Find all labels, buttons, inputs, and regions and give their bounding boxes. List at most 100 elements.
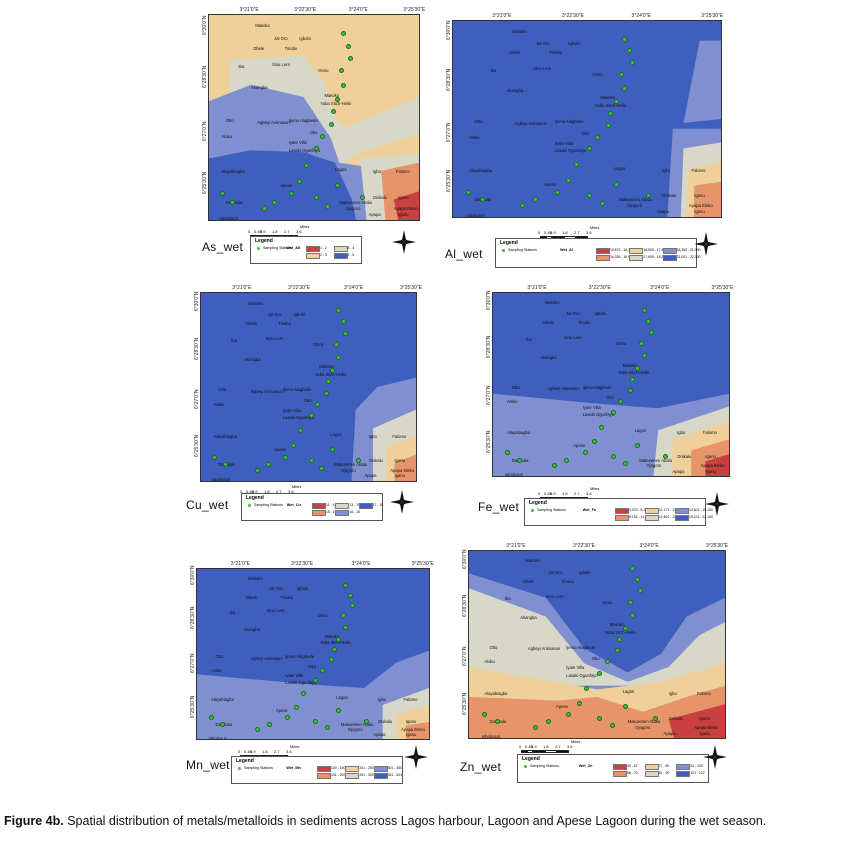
- concentration-zone: [668, 704, 725, 738]
- sampling-station-marker: [622, 704, 628, 710]
- sampling-station-marker: [634, 366, 640, 372]
- scale-tick-label: 0: [538, 230, 541, 235]
- place-name: Jal Oro: [566, 311, 580, 317]
- scale-bar: [250, 225, 298, 238]
- place-name: Lasaki Ogunfayo: [282, 415, 315, 421]
- latitude-tick-label: 6°27'0"N: [462, 646, 468, 666]
- legend-class-label: 301 - 350: [387, 766, 402, 770]
- sampling-station-marker: [621, 85, 627, 91]
- legend-title: Legend: [246, 495, 264, 501]
- sampling-station-marker: [587, 146, 592, 152]
- place-name: Ojogoro: [347, 727, 363, 733]
- scale-tick-label: 0.9: [531, 744, 537, 749]
- north-arrow-icon: [694, 232, 718, 256]
- sampling-station-marker: [335, 183, 340, 189]
- legend-class-label: 16,339 - 16,903: [610, 255, 634, 259]
- sampling-station-marker: [622, 625, 628, 631]
- place-name: Igbologun: [219, 215, 238, 221]
- legend-variable-name: Wet_Mn: [286, 766, 301, 770]
- legend-swatch: [676, 771, 691, 777]
- sampling-station-marker: [653, 715, 659, 721]
- sampling-station-marker: [331, 647, 337, 653]
- place-name: Tinubu: [577, 320, 591, 326]
- sampling-station-marker: [323, 390, 329, 396]
- place-name: Oko: [308, 664, 317, 670]
- longitude-tick-label: 3°22'30"E: [588, 285, 611, 291]
- place-name: Oniru: [592, 71, 603, 77]
- place-name: Lasaki Ogunfayo: [288, 148, 321, 154]
- concentration-zone: [197, 650, 429, 739]
- sampling-station-marker: [466, 189, 472, 195]
- place-name: Lagos: [330, 432, 342, 438]
- place-name: Apapa: [672, 468, 685, 474]
- place-name: Igbologun: [504, 472, 524, 477]
- legend-class-label: 17 - 18: [372, 503, 384, 507]
- map-frame-fe: Makoko Jal Oro Igbobi Obele Tinubu Iba Sinu Le…: [492, 292, 730, 477]
- place-name: Tinubu: [284, 45, 298, 51]
- place-name: Iganu: [398, 211, 409, 217]
- figure-caption: Figure 4b. Spatial distribution of metal…: [4, 814, 844, 828]
- place-name: Makoko: [600, 95, 616, 101]
- place-name: Lasaki Ogunfayo: [566, 672, 598, 678]
- sampling-station-marker: [587, 193, 592, 199]
- sampling-station-marker: [611, 410, 616, 416]
- sampling-station-marker: [637, 588, 643, 594]
- legend-class-label: 4,079 - 8,191: [629, 508, 649, 512]
- place-name: Jal Oro: [548, 569, 562, 575]
- sampling-station-marker: [342, 330, 348, 336]
- legend-station-entry: Sampling Stations: [524, 764, 559, 768]
- sampling-station-marker: [566, 711, 572, 717]
- concentration-zone: [209, 150, 356, 220]
- sampling-station-marker: [314, 195, 319, 201]
- map-surface-cu: [201, 293, 416, 481]
- place-name: Iba: [526, 336, 532, 342]
- sampling-station-marker: [347, 56, 353, 61]
- place-name: Igbo: [372, 168, 381, 174]
- legend-swatch: [312, 503, 326, 509]
- legend-class-label: 11,171 - 12,800: [659, 508, 683, 512]
- place-name: Onikalu: [372, 195, 387, 201]
- sampling-station-marker: [220, 722, 226, 727]
- sampling-station-marker: [554, 189, 560, 195]
- legend-box-as: Legend Sampling Stations Wet_AS 1 - 2 2 - 3 3…: [250, 236, 362, 264]
- place-name: Makurenen Abala: [627, 719, 661, 725]
- longitude-tick-label: 3°22'30"E: [288, 285, 311, 291]
- north-arrow-icon: [390, 490, 414, 514]
- scale-bar: [240, 745, 288, 758]
- place-name: Oko: [591, 655, 600, 661]
- legend-class-label: 58 - 70: [627, 771, 638, 775]
- legend-swatch: [662, 248, 677, 254]
- place-name: Aloku: [221, 133, 233, 139]
- place-name: Iyate Villa: [582, 404, 601, 410]
- longitude-tick-label: 3°24'0"E: [348, 7, 368, 13]
- longitude-tick-label: 3°25'30"E: [701, 13, 724, 19]
- latitude-tick-label: 6°30'0"N: [190, 565, 196, 585]
- longitude-tick-label: 3°25'30"E: [711, 285, 734, 291]
- sampling-station-marker: [641, 353, 647, 359]
- scale-tick-label: 0.9: [250, 749, 256, 754]
- place-name: Aloku: [210, 667, 222, 673]
- place-name: Iganu: [705, 468, 716, 474]
- sampling-station-marker: [336, 355, 342, 361]
- panel-label-zn: Zn_wet: [460, 760, 502, 774]
- place-name: Iganu: [699, 715, 710, 721]
- scale-tick-label: 3.6: [296, 229, 302, 234]
- place-name: Iganu: [405, 732, 417, 738]
- legend-class-label: 3 - 4: [347, 246, 355, 250]
- place-name: Agbeyi Animasun: [257, 119, 290, 125]
- sampling-station-marker: [255, 727, 260, 733]
- longitude-tick-label: 3°22'30"E: [294, 7, 317, 13]
- sampling-station-marker: [520, 203, 525, 209]
- concentration-zone: [469, 685, 725, 738]
- sampling-station-marker: [341, 82, 347, 88]
- sampling-station-marker: [360, 195, 366, 201]
- place-name: Otto: [511, 384, 520, 390]
- legend-station-entry: Sampling Stations: [502, 248, 537, 252]
- place-name: Oniru: [318, 68, 329, 74]
- sampling-station-marker: [629, 377, 635, 383]
- place-name: Tinubu: [549, 50, 563, 56]
- longitude-tick-label: 3°22'30"E: [572, 543, 595, 549]
- longitude-tick-label: 3°24'0"E: [639, 543, 659, 549]
- place-name: Iganu: [405, 718, 417, 724]
- legend-class-label: 71 - 80: [658, 764, 670, 768]
